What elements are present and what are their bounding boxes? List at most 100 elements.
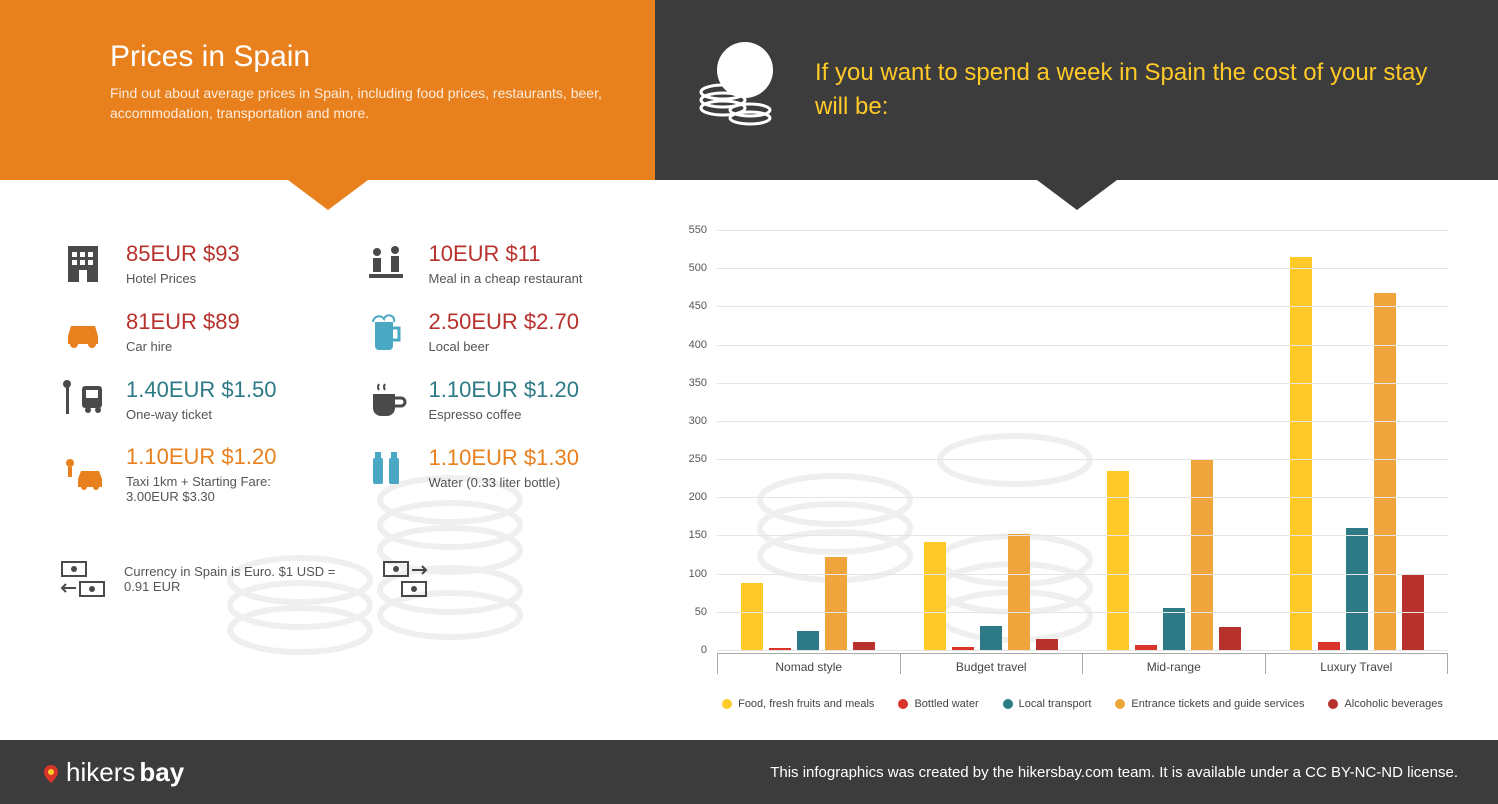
price-row: 1.10EUR $1.30 Water (0.33 liter bottle): [363, 444, 626, 490]
brand-hikers: hikers: [66, 757, 135, 788]
legend-item: Entrance tickets and guide services: [1115, 698, 1304, 710]
bar: [1318, 642, 1340, 650]
price-columns: 85EUR $93 Hotel Prices 81EUR $89 Car hire 1.…: [60, 240, 625, 526]
price-label: Water (0.33 liter bottle): [429, 475, 626, 490]
grid-line: [717, 574, 1448, 575]
price-value: 81EUR $89: [126, 309, 323, 335]
price-value: 1.10EUR $1.30: [429, 445, 626, 471]
bus-icon: [60, 376, 106, 422]
bar: [1219, 627, 1241, 650]
legend-dot: [722, 699, 732, 709]
bar: [797, 631, 819, 650]
legend-label: Food, fresh fruits and meals: [738, 698, 874, 710]
chart-legend: Food, fresh fruits and meals Bottled wate…: [717, 698, 1448, 710]
taxi-icon: [60, 451, 106, 497]
y-tick: 250: [689, 453, 707, 465]
bar: [1346, 528, 1368, 650]
restaurant-icon: [363, 240, 409, 286]
y-tick: 350: [689, 377, 707, 389]
legend-label: Local transport: [1019, 698, 1092, 710]
currency-text: Currency in Spain is Euro. $1 USD = 0.91…: [124, 564, 364, 594]
y-tick: 150: [689, 529, 707, 541]
bar: [853, 642, 875, 650]
grid-line: [717, 497, 1448, 498]
page-subtitle: Find out about average prices in Spain, …: [110, 84, 615, 123]
page-title: Prices in Spain: [110, 40, 615, 74]
legend-item: Alcoholic beverages: [1328, 698, 1442, 710]
price-label: Meal in a cheap restaurant: [429, 271, 626, 286]
y-tick: 100: [689, 568, 707, 580]
header-right-text: If you want to spend a week in Spain the…: [815, 56, 1438, 123]
main: 85EUR $93 Hotel Prices 81EUR $89 Car hire 1.…: [0, 180, 1498, 740]
bar-group: [1083, 459, 1266, 650]
price-row: 2.50EUR $2.70Local beer: [363, 308, 626, 354]
price-label: Taxi 1km + Starting Fare: 3.00EUR $3.30: [126, 474, 323, 504]
bar: [1008, 534, 1030, 650]
weekly-cost-chart: 050100150200250300350400450500550 Nomad …: [675, 230, 1448, 710]
bar: [825, 557, 847, 650]
y-tick: 500: [689, 262, 707, 274]
price-value: 1.10EUR $1.20: [429, 377, 626, 403]
grid-line: [717, 345, 1448, 346]
y-tick: 0: [701, 644, 707, 656]
price-row: 85EUR $93 Hotel Prices: [60, 240, 323, 286]
price-row: 1.10EUR $1.20Taxi 1km + Starting Fare: 3…: [60, 444, 323, 504]
y-tick: 550: [689, 224, 707, 236]
bar-group: [900, 534, 1083, 650]
hotel-icon: [60, 240, 106, 286]
grid-line: [717, 268, 1448, 269]
y-tick: 300: [689, 415, 707, 427]
exchange-icon: [60, 556, 106, 602]
legend-label: Alcoholic beverages: [1344, 698, 1442, 710]
legend-dot: [1328, 699, 1338, 709]
price-value: 1.40EUR $1.50: [126, 377, 323, 403]
price-value: 2.50EUR $2.70: [429, 309, 626, 335]
legend-dot: [1003, 699, 1013, 709]
price-column-2: 10EUR $11 Meal in a cheap restaurant 2.50E…: [363, 240, 626, 526]
bar: [1036, 639, 1058, 650]
grid-line: [717, 612, 1448, 613]
y-tick: 400: [689, 339, 707, 351]
footer: hikersbay This infographics was created …: [0, 740, 1498, 804]
chart-plot: [717, 230, 1448, 650]
chart-x-labels: Nomad styleBudget travelMid-rangeLuxury …: [717, 653, 1448, 674]
header-left: Prices in Spain Find out about average p…: [0, 0, 655, 180]
grid-line: [717, 535, 1448, 536]
coins-icon: [685, 40, 785, 140]
currency-row: Currency in Spain is Euro. $1 USD = 0.91…: [60, 556, 625, 602]
price-row: 10EUR $11 Meal in a cheap restaurant: [363, 240, 626, 286]
price-label: Hotel Prices: [126, 271, 323, 286]
car-icon: [60, 308, 106, 354]
legend-dot: [1115, 699, 1125, 709]
legend-dot: [898, 699, 908, 709]
grid-line: [717, 306, 1448, 307]
legend-label: Bottled water: [914, 698, 978, 710]
beer-icon: [363, 308, 409, 354]
brand-logo: hikersbay: [40, 757, 184, 788]
y-tick: 450: [689, 300, 707, 312]
price-value: 10EUR $11: [429, 241, 626, 267]
price-label: One-way ticket: [126, 407, 323, 422]
header: Prices in Spain Find out about average p…: [0, 0, 1498, 180]
grid-line: [717, 383, 1448, 384]
x-label: Nomad style: [717, 653, 900, 674]
x-label: Mid-range: [1082, 653, 1265, 674]
price-value: 85EUR $93: [126, 241, 323, 267]
bar: [980, 626, 1002, 650]
grid-line: [717, 421, 1448, 422]
water-icon: [363, 444, 409, 490]
footer-text: This infographics was created by the hik…: [770, 764, 1458, 781]
prices-pane: 85EUR $93 Hotel Prices 81EUR $89 Car hire 1.…: [0, 180, 655, 740]
legend-item: Food, fresh fruits and meals: [722, 698, 874, 710]
price-row: 1.10EUR $1.20Espresso coffee: [363, 376, 626, 422]
grid-line: [717, 650, 1448, 651]
bar: [1163, 608, 1185, 650]
bar-group: [717, 557, 900, 650]
header-right: If you want to spend a week in Spain the…: [655, 0, 1498, 180]
price-label: Car hire: [126, 339, 323, 354]
pin-icon: [40, 761, 62, 783]
bar: [1290, 257, 1312, 650]
chart-pane: 050100150200250300350400450500550 Nomad …: [655, 180, 1498, 740]
bar: [1191, 459, 1213, 650]
price-column-1: 85EUR $93 Hotel Prices 81EUR $89 Car hire 1.…: [60, 240, 323, 526]
